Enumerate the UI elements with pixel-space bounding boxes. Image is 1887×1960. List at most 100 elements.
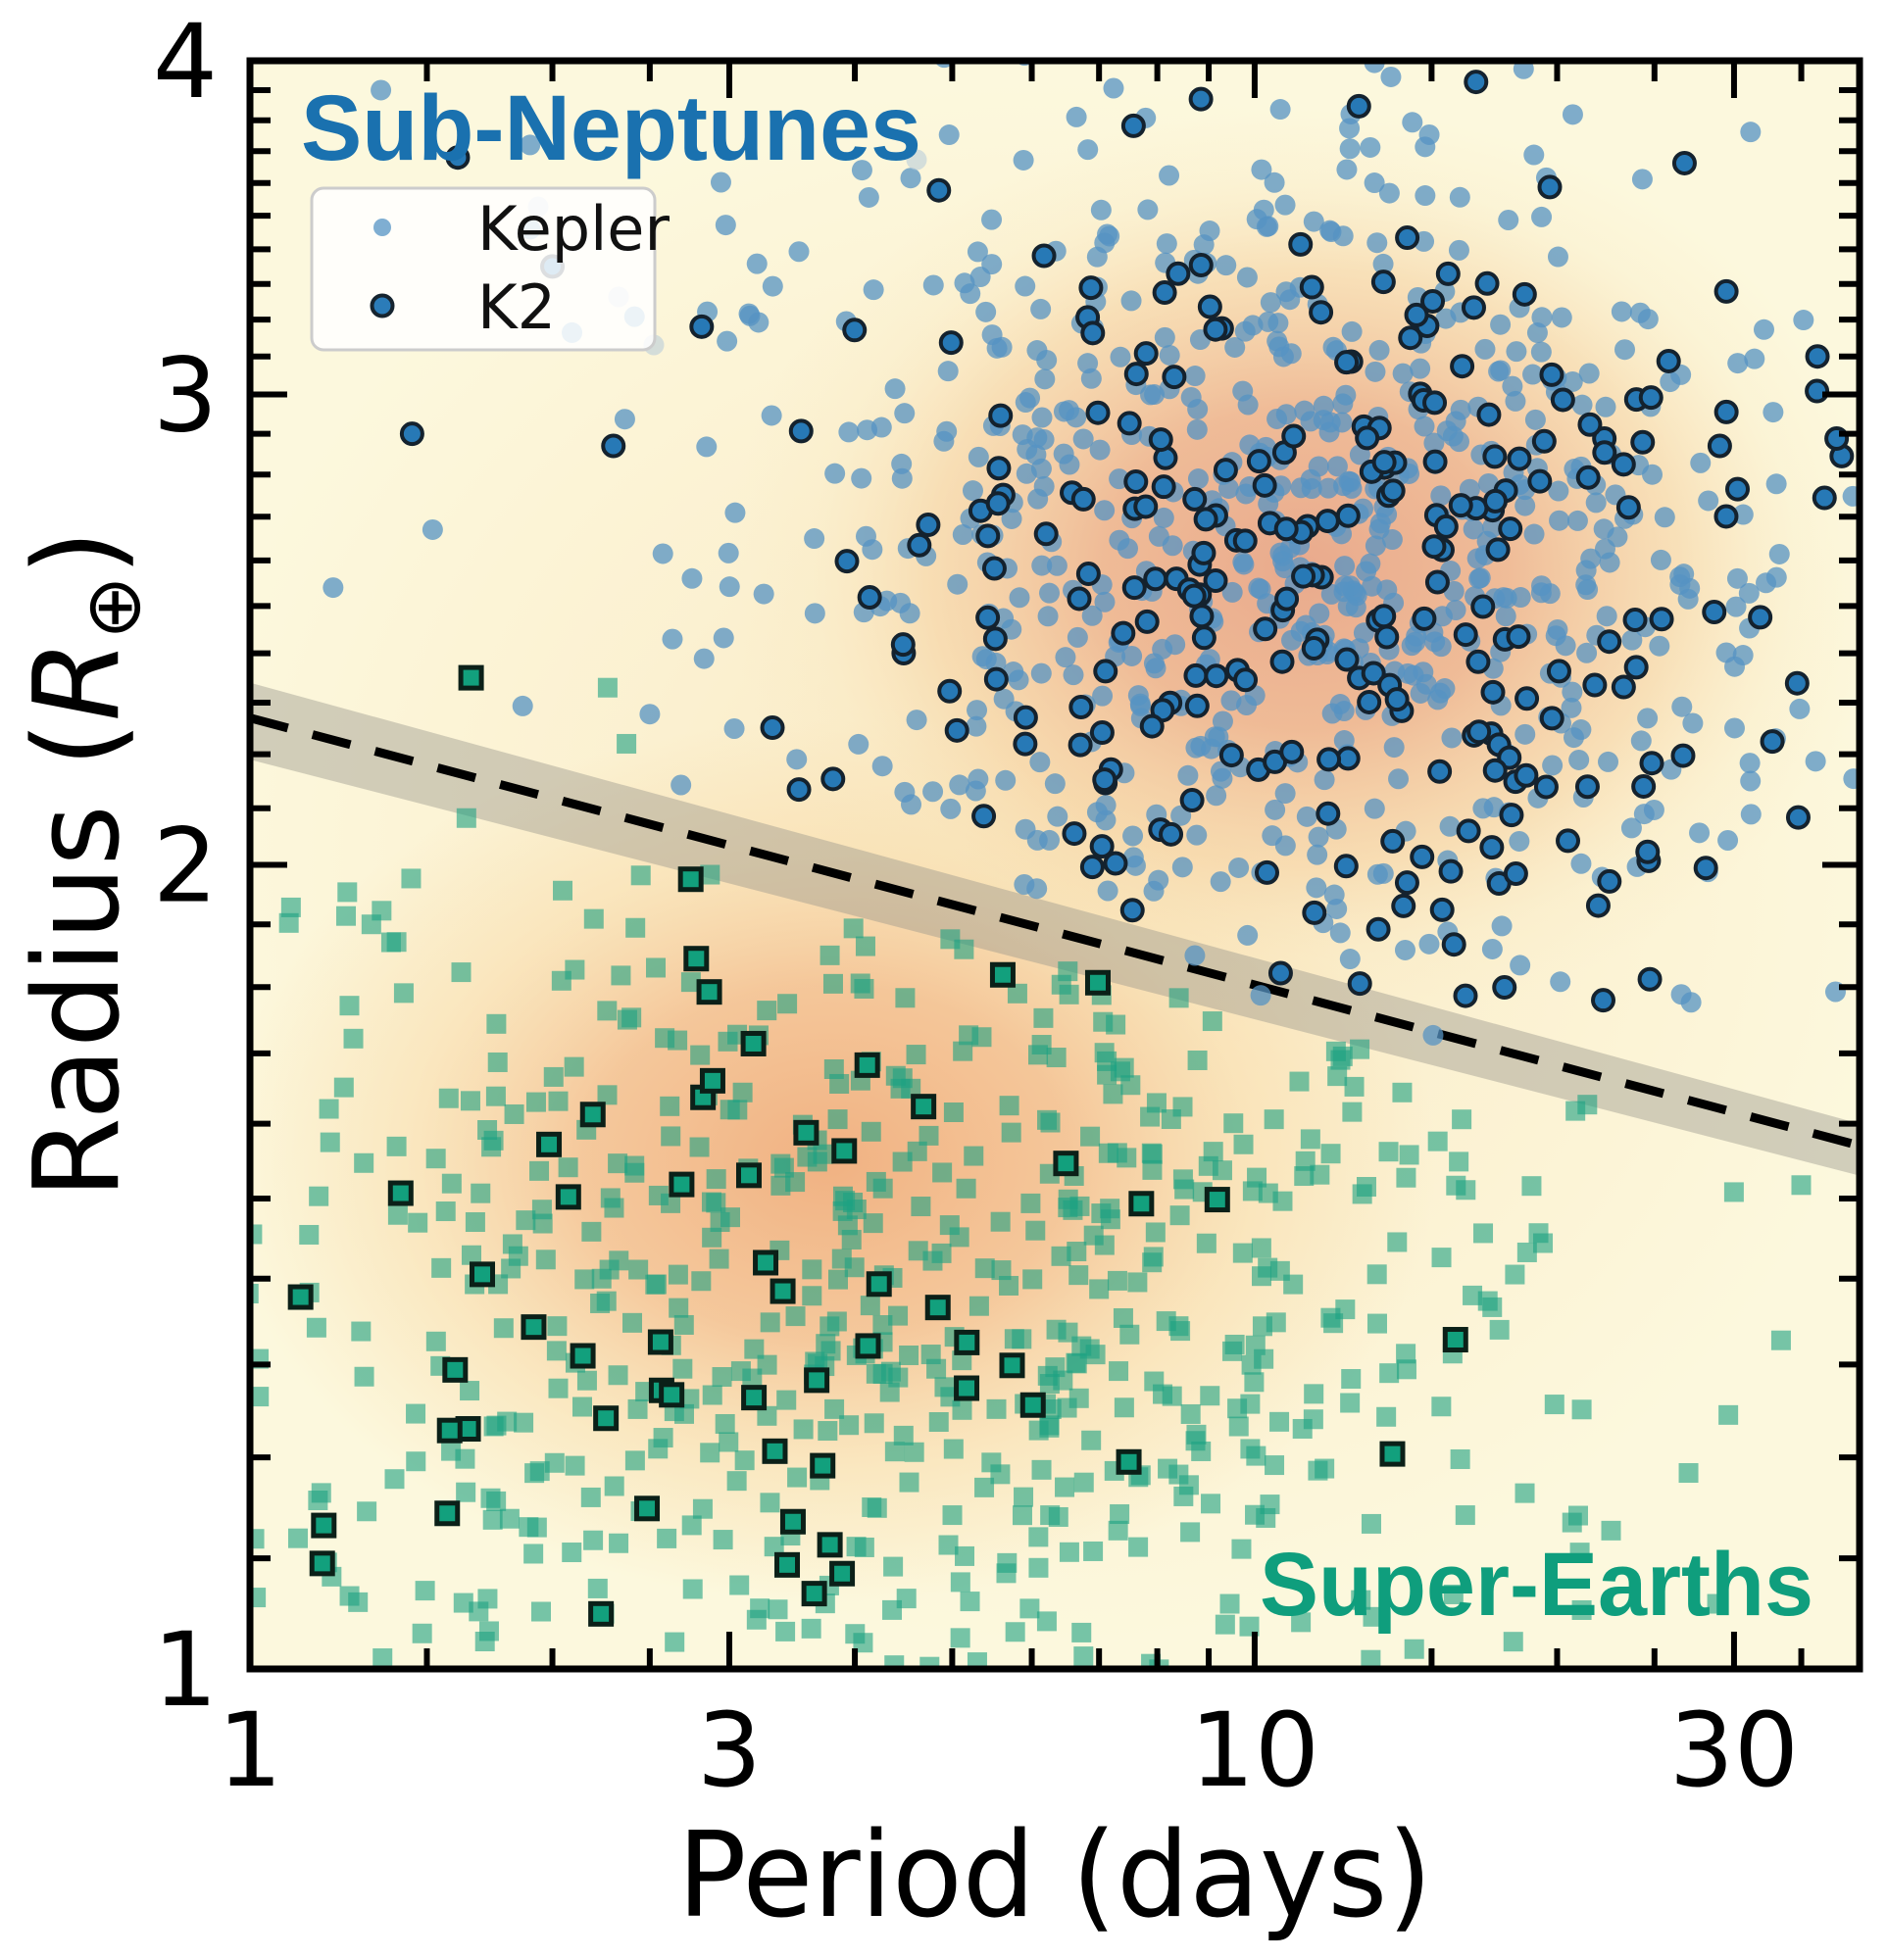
data-point-kepler xyxy=(1544,1395,1564,1415)
data-point-kepler xyxy=(1509,830,1530,852)
data-point-k2 xyxy=(1785,805,1811,830)
data-point-k2 xyxy=(944,717,969,743)
data-point-kepler xyxy=(1550,971,1571,993)
data-point-kepler xyxy=(548,1378,569,1398)
data-point-kepler xyxy=(571,1396,592,1417)
x-tick-labels: 1 3 10 30 xyxy=(218,1690,1799,1810)
data-point-kepler xyxy=(1356,1177,1376,1198)
data-point-kepler xyxy=(838,421,860,443)
data-point-kepler xyxy=(854,1537,874,1557)
data-point-k2 xyxy=(1421,534,1447,560)
data-point-kepler xyxy=(1718,1404,1739,1425)
data-point-kepler xyxy=(1344,1076,1365,1097)
data-point-kepler xyxy=(1561,697,1582,718)
data-point-k2 xyxy=(1611,674,1636,700)
data-point-kepler xyxy=(455,1448,475,1469)
data-point-kepler xyxy=(679,1389,700,1409)
data-point-kepler xyxy=(611,965,631,986)
data-point-kepler xyxy=(1106,1014,1126,1035)
data-point-kepler xyxy=(709,1249,729,1269)
data-point-kepler xyxy=(1477,1291,1498,1311)
data-point-kepler xyxy=(899,1345,919,1365)
data-point-kepler xyxy=(548,1091,569,1111)
data-point-kepler xyxy=(1173,1486,1194,1506)
data-point-kepler xyxy=(1365,361,1386,382)
data-point-k2 xyxy=(1254,859,1279,885)
data-point-kepler xyxy=(1144,1371,1165,1392)
data-point-kepler xyxy=(1066,407,1087,428)
data-point-kepler xyxy=(1097,880,1118,902)
data-point-k2 xyxy=(1274,586,1300,612)
data-point-kepler xyxy=(1304,1384,1324,1404)
data-point-kepler xyxy=(543,1066,564,1087)
data-point-k2 xyxy=(1162,365,1187,390)
data-point-kepler xyxy=(1341,1369,1362,1390)
data-point-kepler xyxy=(967,241,988,263)
data-point-k2 xyxy=(1133,494,1159,519)
data-point-kepler xyxy=(1330,1050,1351,1070)
data-point-kepler xyxy=(1333,701,1355,722)
data-point-k2 xyxy=(857,585,882,611)
data-point-k2 xyxy=(1713,504,1739,529)
data-point-k2 xyxy=(689,314,715,339)
data-point-k2 xyxy=(588,1600,615,1627)
data-point-kepler xyxy=(700,864,720,885)
data-point-kepler xyxy=(1468,567,1490,589)
data-point-k2 xyxy=(1070,486,1096,512)
data-point-kepler xyxy=(1732,645,1754,666)
data-point-k2 xyxy=(1152,280,1177,306)
data-point-kepler xyxy=(480,1488,501,1508)
data-point-k2 xyxy=(1181,583,1207,609)
data-point-kepler xyxy=(1629,302,1651,323)
data-point-k2 xyxy=(1637,966,1663,992)
data-point-k2 xyxy=(1784,670,1810,696)
data-point-kepler xyxy=(1026,340,1048,362)
data-point-kepler xyxy=(1392,1082,1413,1102)
data-point-kepler xyxy=(1562,370,1583,392)
data-point-kepler xyxy=(816,1334,836,1354)
data-point-kepler xyxy=(766,1686,785,1705)
data-point-kepler xyxy=(1037,1109,1058,1130)
data-point-kepler xyxy=(1114,1397,1134,1418)
data-point-k2 xyxy=(1301,636,1326,662)
data-point-k2 xyxy=(1410,844,1435,869)
data-point-kepler xyxy=(692,1498,713,1519)
data-point-kepler xyxy=(691,1271,712,1292)
data-point-k2 xyxy=(1159,821,1184,847)
data-point-kepler xyxy=(1707,1593,1727,1614)
data-point-k2 xyxy=(1482,488,1508,514)
data-point-kepler xyxy=(891,453,913,474)
data-point-kepler xyxy=(1571,394,1593,416)
data-point-kepler xyxy=(857,419,878,441)
data-point-k2 xyxy=(1089,720,1115,746)
data-point-k2 xyxy=(1656,348,1681,373)
data-point-kepler xyxy=(760,1312,780,1333)
data-point-kepler xyxy=(1044,773,1066,795)
data-point-kepler xyxy=(250,1588,267,1608)
data-point-kepler xyxy=(622,1312,643,1333)
data-point-k2 xyxy=(1079,855,1105,880)
x-tick-label: 10 xyxy=(1190,1690,1319,1810)
data-point-kepler xyxy=(525,1092,546,1112)
data-point-k2 xyxy=(1670,743,1696,768)
data-point-kepler xyxy=(1107,1143,1127,1163)
data-point-k2 xyxy=(1288,231,1314,257)
data-point-kepler xyxy=(1212,710,1233,732)
data-point-kepler xyxy=(848,733,869,755)
data-point-kepler xyxy=(953,1041,973,1061)
data-point-kepler xyxy=(1463,518,1484,540)
data-point-k2 xyxy=(817,1532,843,1558)
data-point-k2 xyxy=(831,1138,858,1164)
data-point-k2 xyxy=(774,1551,801,1578)
data-point-kepler xyxy=(660,1096,680,1116)
data-point-k2 xyxy=(1279,739,1305,764)
data-point-k2 xyxy=(1053,1151,1079,1177)
data-point-kepler xyxy=(696,436,718,458)
data-point-k2 xyxy=(926,177,952,203)
data-point-kepler xyxy=(813,1144,833,1164)
data-point-kepler xyxy=(1547,618,1568,640)
data-point-kepler xyxy=(720,1100,740,1120)
data-point-kepler xyxy=(357,1501,377,1522)
data-point-kepler xyxy=(482,1509,503,1530)
data-point-kepler xyxy=(943,1102,964,1122)
